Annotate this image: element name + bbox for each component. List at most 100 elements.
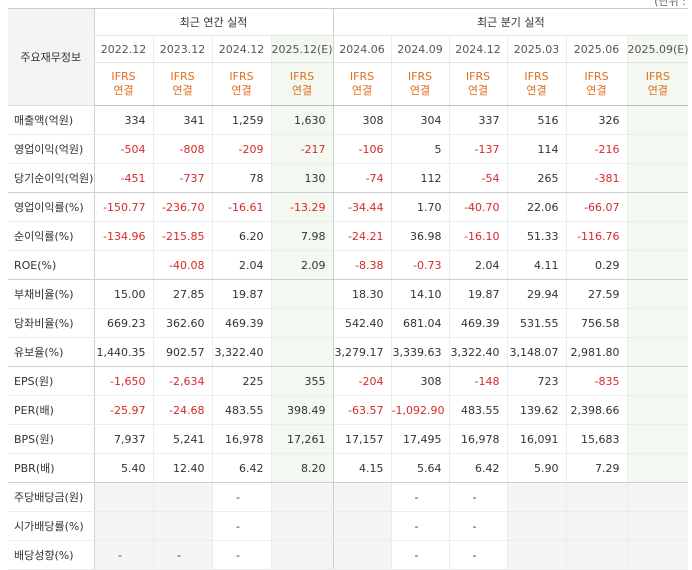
value-cell: -451 <box>93 163 153 193</box>
value-cell <box>626 192 689 222</box>
basis-scope: 연결 <box>113 84 134 97</box>
basis-header: IFRS 연결 <box>152 62 212 106</box>
value-cell: - <box>211 540 271 570</box>
value-cell: -835 <box>565 366 628 396</box>
value-cell: 483.55 <box>211 395 271 425</box>
basis-standard: IFRS <box>645 70 670 83</box>
basis-header: IFRS 연결 <box>211 62 271 106</box>
basis-standard: IFRS <box>349 70 375 83</box>
value-cell: 12.40 <box>152 453 212 483</box>
period-header: 2024.12 <box>448 35 508 63</box>
value-cell: 1,440.35 <box>93 337 153 367</box>
value-cell: 130 <box>270 163 334 193</box>
table-row: PBR(배) 5.40 12.40 6.42 8.20 4.15 5.64 6.42 5.90 7… <box>8 453 689 483</box>
value-cell: 3,322.40 <box>211 337 271 367</box>
row-label: BPS(원) <box>8 424 94 454</box>
value-cell: - <box>211 511 271 541</box>
row-label: 순이익률(%) <box>8 221 94 251</box>
unit-note: (단위 : <box>654 0 686 8</box>
basis-scope: 연결 <box>351 84 373 97</box>
value-cell: 16,091 <box>506 424 567 454</box>
value-cell <box>626 366 689 396</box>
basis-standard: IFRS <box>524 70 549 83</box>
value-cell: - <box>448 482 508 512</box>
value-cell: 5.40 <box>93 453 153 483</box>
value-cell: 3,279.17 <box>332 337 392 367</box>
row-label: 영업이익(억원) <box>8 134 94 164</box>
value-cell <box>270 308 334 338</box>
basis-standard: IFRS <box>584 70 609 83</box>
value-cell: 483.55 <box>448 395 508 425</box>
value-cell: 723 <box>506 366 567 396</box>
value-cell: -16.10 <box>448 221 508 251</box>
value-cell <box>626 105 689 135</box>
basis-scope: 연결 <box>231 84 252 97</box>
value-cell: 308 <box>390 366 450 396</box>
value-cell: -40.70 <box>448 192 508 222</box>
basis-scope: 연결 <box>586 84 607 97</box>
value-cell <box>152 482 212 512</box>
value-cell: -0.73 <box>390 250 450 280</box>
value-cell <box>93 250 153 280</box>
value-cell: 669.23 <box>93 308 153 338</box>
basis-header: IFRS 연결 <box>332 62 392 106</box>
value-cell: -808 <box>152 134 212 164</box>
period-header: 2025.09(E) <box>626 35 689 63</box>
value-cell: 516 <box>506 105 567 135</box>
value-cell: 15,683 <box>565 424 628 454</box>
row-label: PER(배) <box>8 395 94 425</box>
value-cell: 8.20 <box>270 453 334 483</box>
value-cell: -34.44 <box>332 192 392 222</box>
value-cell: -25.97 <box>93 395 153 425</box>
value-cell: -24.21 <box>332 221 392 251</box>
basis-header: IFRS 연결 <box>565 62 628 106</box>
value-cell: 341 <box>152 105 212 135</box>
row-label: 유보율(%) <box>8 337 94 367</box>
value-cell <box>270 511 334 541</box>
value-cell <box>626 279 689 309</box>
row-label: 배당성향(%) <box>8 540 94 570</box>
value-cell: -204 <box>332 366 392 396</box>
value-cell: 1,259 <box>211 105 271 135</box>
value-cell: 2.04 <box>448 250 508 280</box>
value-cell: 469.39 <box>211 308 271 338</box>
value-cell: 1,630 <box>270 105 334 135</box>
value-cell: - <box>152 540 212 570</box>
basis-header: IFRS 연결 <box>390 62 450 106</box>
value-cell <box>270 540 334 570</box>
basis-standard: IFRS <box>170 70 195 83</box>
value-cell: 398.49 <box>270 395 334 425</box>
value-cell: 112 <box>390 163 450 193</box>
period-header: 2024.12 <box>211 35 271 63</box>
table-row: ROE(%) -40.08 2.04 2.09 -8.38 -0.73 2.04 4.11 0.… <box>8 250 689 280</box>
value-cell: 7.29 <box>565 453 628 483</box>
period-header: 2023.12 <box>152 35 212 63</box>
basis-standard: IFRS <box>289 70 315 83</box>
value-cell: 29.94 <box>506 279 567 309</box>
value-cell: 7.98 <box>270 221 334 251</box>
value-cell: 17,261 <box>270 424 334 454</box>
table-row: 당좌비율(%) 669.23 362.60 469.39 542.40 681.04 469… <box>8 308 689 338</box>
period-header: 2025.06 <box>565 35 628 63</box>
value-cell: 2.04 <box>211 250 271 280</box>
basis-scope: 연결 <box>647 84 668 97</box>
value-cell: 2,981.80 <box>565 337 628 367</box>
period-header: 2025.03 <box>506 35 567 63</box>
value-cell: -74 <box>332 163 392 193</box>
value-cell: 4.11 <box>506 250 567 280</box>
value-cell: 16,978 <box>211 424 271 454</box>
row-label: 영업이익률(%) <box>8 192 94 222</box>
table-row: 당기순이익(억원) -451 -737 78 130 -74 112 -54 265 -381 <box>8 163 689 193</box>
value-cell <box>626 134 689 164</box>
value-cell: -150.77 <box>93 192 153 222</box>
value-cell: 902.57 <box>152 337 212 367</box>
value-cell <box>270 279 334 309</box>
basis-header: IFRS 연결 <box>270 62 334 106</box>
value-cell <box>565 540 628 570</box>
value-cell <box>626 453 689 483</box>
basis-standard: IFRS <box>465 70 491 83</box>
period-header: 2025.12(E) <box>270 35 334 63</box>
value-cell: 19.87 <box>448 279 508 309</box>
value-cell: - <box>390 540 450 570</box>
value-cell <box>506 511 567 541</box>
